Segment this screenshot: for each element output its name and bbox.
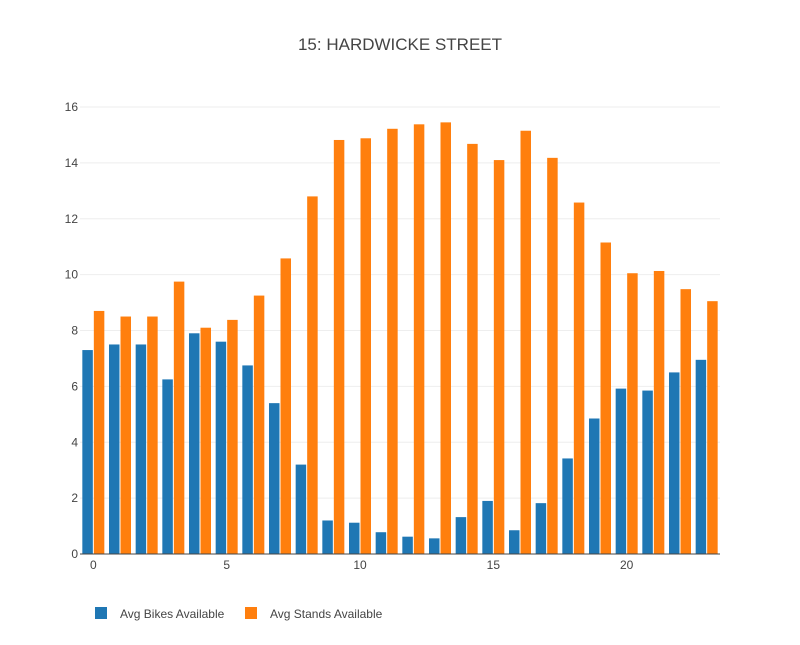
legend-swatch-bikes [95, 607, 107, 619]
y-tick-label: 14 [65, 156, 79, 170]
bar-bikes [135, 344, 147, 554]
bars [82, 122, 718, 555]
bar-stands [520, 130, 531, 554]
bar-bikes [349, 522, 360, 554]
legend-swatch-stands [245, 607, 257, 619]
bar-bikes [589, 418, 600, 554]
y-tick-label: 16 [65, 100, 79, 114]
bar-stands [467, 143, 478, 554]
x-tick-label: 15 [487, 558, 501, 572]
bar-bikes [189, 333, 200, 554]
bar-stands [707, 301, 718, 554]
legend-label-bikes: Avg Bikes Available [120, 607, 225, 621]
bar-bikes [615, 388, 627, 554]
y-tick-label: 4 [71, 435, 78, 449]
bar-bikes [455, 517, 467, 554]
bar-stands [227, 319, 238, 554]
bar-stands [440, 122, 451, 555]
x-tick-label: 5 [223, 558, 230, 572]
bar-stands [627, 273, 638, 554]
bar-stands [413, 124, 425, 554]
bar-bikes [535, 503, 547, 554]
y-tick-label: 0 [71, 547, 78, 561]
bar-stands [307, 196, 318, 554]
bar-stands [253, 295, 265, 554]
bar-stands [653, 270, 665, 554]
bar-bikes [322, 520, 333, 554]
legend-label-stands: Avg Stands Available [270, 607, 383, 621]
bar-bikes [375, 532, 387, 554]
grid-lines [80, 106, 720, 499]
bar-bikes [402, 536, 413, 554]
bar-stands [120, 316, 131, 554]
bar-stands [173, 281, 185, 554]
x-tick-label: 10 [353, 558, 367, 572]
bar-stands [93, 310, 105, 554]
y-tick-label: 8 [71, 324, 78, 338]
bar-bikes [562, 458, 573, 554]
bar-bikes [242, 365, 253, 554]
y-tick-label: 2 [71, 491, 78, 505]
bar-bikes [162, 379, 173, 554]
bar-bikes [215, 341, 227, 554]
chart-title: 15: HARDWICKE STREET [298, 35, 502, 54]
y-tick-label: 10 [65, 268, 79, 282]
x-tick-label: 0 [90, 558, 97, 572]
bar-stands [147, 316, 158, 554]
bar-bikes [695, 359, 707, 554]
bar-stands [680, 289, 691, 554]
bar-stands [360, 138, 371, 555]
bar-bikes [509, 530, 520, 554]
bar-bikes [642, 390, 653, 554]
bar-stands [547, 157, 558, 554]
legend: Avg Bikes Available Avg Stands Available [95, 607, 383, 621]
axes: 0 2 4 6 8 10 12 14 16 0 5 10 15 20 [65, 100, 720, 572]
bar-stands [200, 327, 211, 554]
y-tick-label: 6 [71, 379, 78, 393]
bar-bikes [269, 403, 280, 554]
bar-stands [600, 242, 611, 554]
bar-stands [573, 202, 585, 555]
bar-bikes [482, 500, 493, 554]
bar-bikes [429, 538, 440, 554]
bar-stands [387, 128, 398, 555]
bar-stands [493, 160, 505, 554]
bar-bikes [295, 464, 307, 554]
bar-bikes [669, 372, 680, 554]
bar-bikes [82, 350, 93, 554]
bar-bikes [109, 344, 120, 554]
x-tick-label: 20 [620, 558, 634, 572]
bar-stands [333, 139, 345, 554]
bar-stands [280, 258, 291, 554]
y-tick-label: 12 [65, 212, 79, 226]
